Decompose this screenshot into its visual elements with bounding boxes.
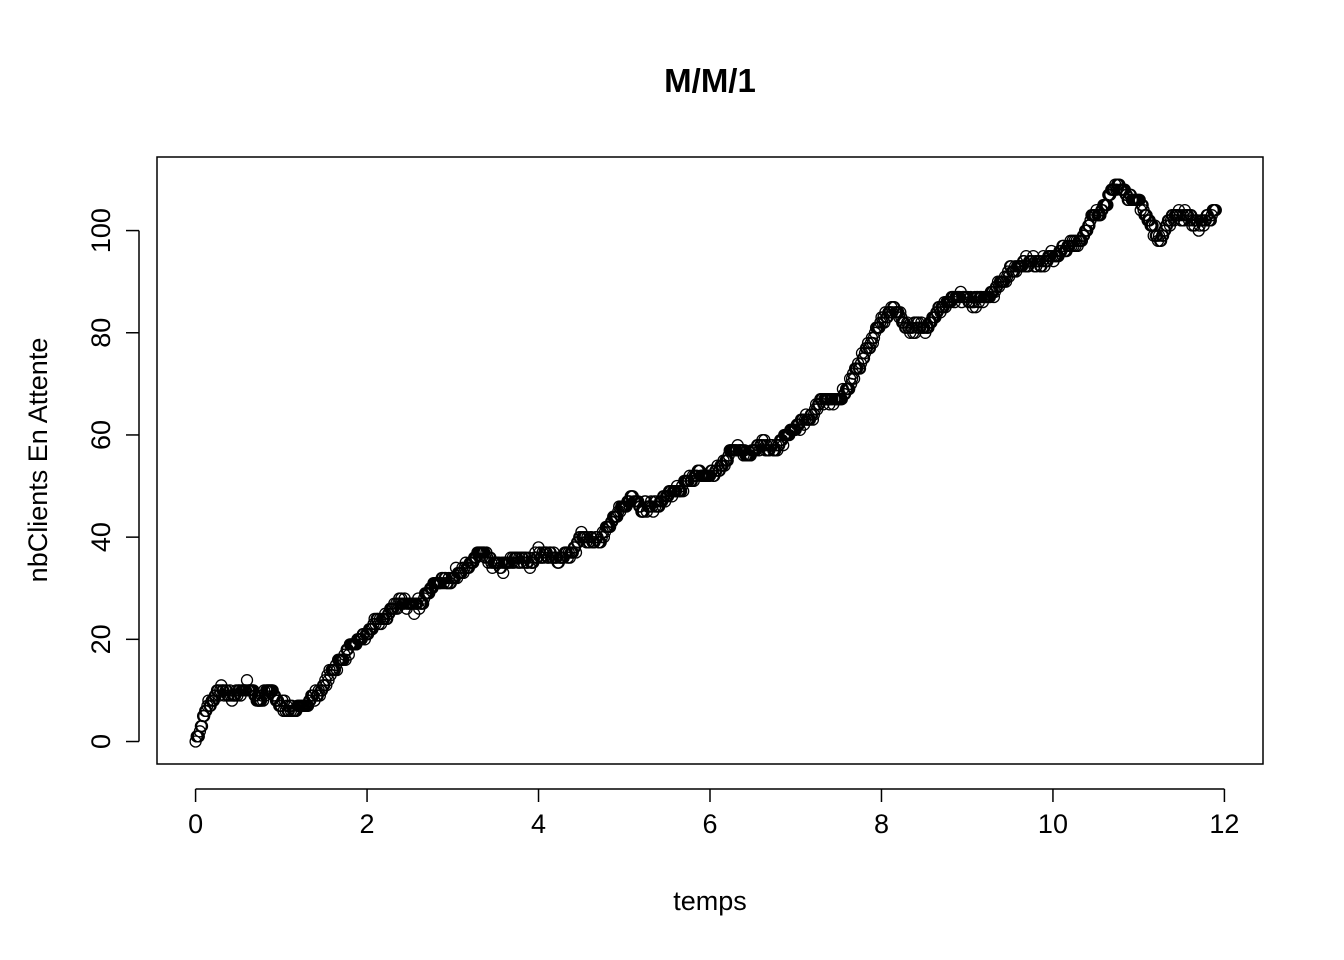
x-axis: 0 2 4 6 8 10 12 — [188, 788, 1239, 839]
x-tick-label: 10 — [1038, 809, 1068, 839]
data-points — [189, 178, 1222, 748]
y-tick-label: 0 — [86, 734, 116, 749]
data-point — [240, 674, 254, 687]
x-axis-label: temps — [673, 886, 747, 916]
y-tick-label: 20 — [86, 624, 116, 654]
chart-title: M/M/1 — [664, 62, 756, 99]
x-tick-label: 8 — [874, 809, 889, 839]
y-axis-label: nbClients En Attente — [23, 338, 53, 583]
data-point — [1209, 203, 1222, 217]
y-tick-label: 60 — [86, 420, 116, 450]
y-axis: 0 20 40 60 80 100 — [86, 208, 140, 749]
data-point — [442, 571, 455, 585]
x-tick-label: 4 — [531, 809, 546, 839]
plot-frame — [156, 156, 1264, 765]
x-tick-label: 2 — [360, 809, 375, 839]
y-tick-label: 80 — [86, 318, 116, 348]
x-tick-label: 12 — [1209, 809, 1239, 839]
y-tick-label: 40 — [86, 522, 116, 552]
y-tick-label: 100 — [86, 208, 116, 253]
x-tick-label: 6 — [702, 809, 717, 839]
x-tick-label: 0 — [188, 809, 203, 839]
